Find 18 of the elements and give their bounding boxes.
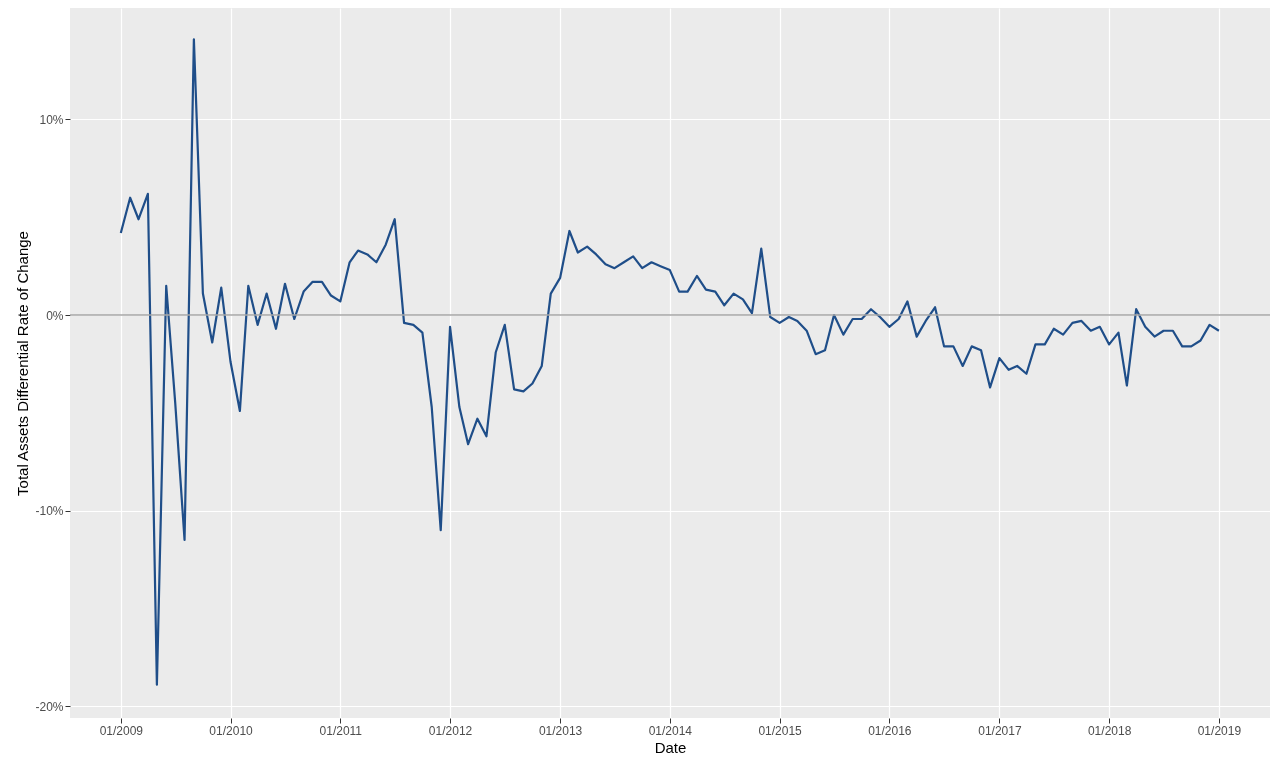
x-tick-label: 01/2011 bbox=[319, 723, 363, 738]
x-tick-label: 01/2010 bbox=[209, 723, 254, 738]
y-axis-title: Total Assets Differential Rate of Change bbox=[14, 231, 32, 496]
x-tick-label: 01/2014 bbox=[648, 723, 693, 738]
x-tick-label: 01/2019 bbox=[1197, 723, 1242, 738]
line-series bbox=[119, 38, 1220, 686]
x-tick-label: 01/2016 bbox=[868, 723, 912, 738]
y-tick-label: 0% bbox=[46, 308, 64, 323]
y-tick-label: 10% bbox=[39, 112, 64, 127]
x-tick-label: 01/2012 bbox=[428, 723, 473, 738]
x-tick-label: 01/2013 bbox=[538, 723, 583, 738]
x-axis-title: Date bbox=[654, 738, 687, 756]
y-tick-label: -10% bbox=[35, 504, 64, 519]
x-tick-label: 01/2015 bbox=[758, 723, 803, 738]
x-tick-label: 01/2009 bbox=[99, 723, 144, 738]
x-tick-label: 01/2018 bbox=[1087, 723, 1132, 738]
x-tick-label: 01/2017 bbox=[978, 723, 1022, 738]
y-tick-label: -20% bbox=[35, 699, 64, 714]
